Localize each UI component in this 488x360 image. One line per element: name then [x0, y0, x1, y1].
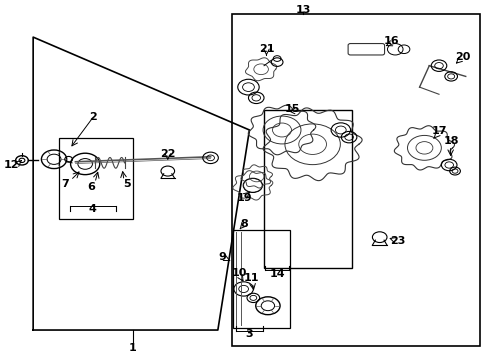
Text: 11: 11 [244, 273, 259, 283]
Text: 6: 6 [87, 182, 95, 192]
Text: 9: 9 [218, 252, 226, 262]
Text: 8: 8 [240, 219, 248, 229]
Bar [232, 14, 479, 346]
Text: 21: 21 [258, 44, 274, 54]
Text: 23: 23 [389, 236, 405, 246]
Text: 4: 4 [89, 203, 97, 213]
Bar [59, 138, 133, 219]
Text: 22: 22 [160, 149, 175, 159]
Text: 18: 18 [443, 136, 458, 146]
Text: 7: 7 [61, 179, 68, 189]
Text: 1: 1 [129, 343, 136, 353]
Bar [233, 230, 290, 328]
Text: 13: 13 [295, 5, 310, 15]
Text: 15: 15 [284, 104, 299, 113]
Text: 14: 14 [269, 269, 285, 279]
Text: 3: 3 [245, 329, 253, 339]
Text: 16: 16 [383, 36, 398, 46]
Text: 19: 19 [236, 193, 252, 203]
Text: 17: 17 [430, 126, 446, 136]
Text: 12: 12 [3, 159, 19, 170]
Text: 2: 2 [89, 112, 97, 122]
Text: 20: 20 [455, 52, 470, 62]
Bar [264, 111, 352, 267]
Text: 5: 5 [123, 179, 130, 189]
Text: 10: 10 [232, 268, 247, 278]
